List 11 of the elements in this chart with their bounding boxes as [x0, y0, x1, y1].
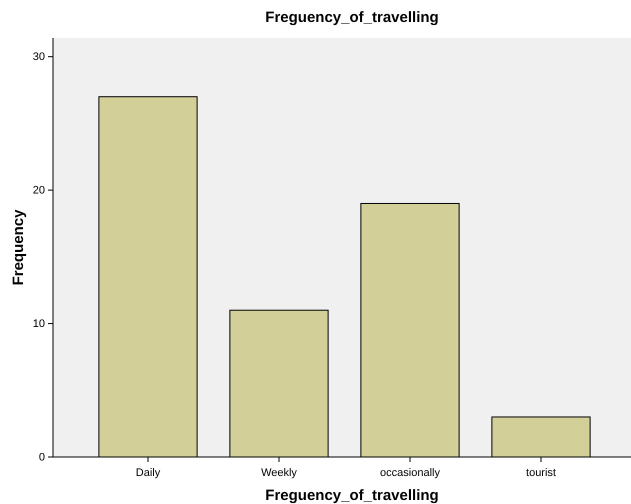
x-axis-title: Freguency_of_travelling — [265, 487, 439, 504]
y-tick-label: 30 — [32, 51, 45, 64]
chart-title: Freguency_of_travelling — [265, 9, 439, 26]
y-tick-label: 0 — [38, 452, 45, 464]
x-tick-label: occasionally — [380, 467, 440, 479]
y-tick-label: 10 — [32, 318, 45, 330]
y-axis-title: Frequency — [10, 208, 27, 286]
x-tick-label: Weekly — [261, 467, 298, 479]
x-tick-label: Daily — [136, 467, 161, 479]
y-tick-label: 20 — [32, 184, 45, 197]
x-tick-label: tourist — [526, 467, 556, 479]
